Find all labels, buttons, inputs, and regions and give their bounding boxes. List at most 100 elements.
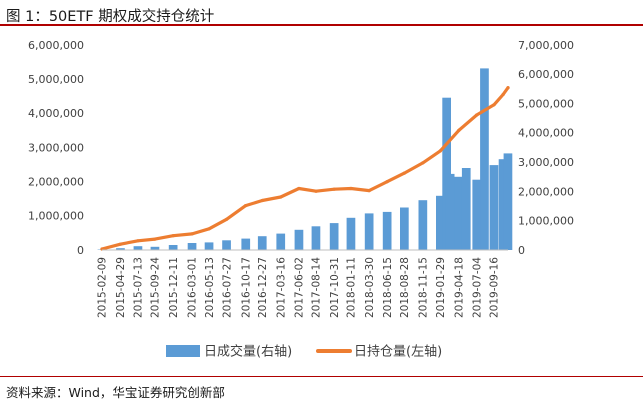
x-tick-label: 2018-11-15 [418, 257, 430, 318]
open-interest-point [367, 189, 371, 193]
x-tick-label: 2018-06-15 [382, 257, 394, 318]
figure-title: 图 1：50ETF 期权成交持仓统计 [6, 9, 215, 25]
y-left-tick-label: 0 [77, 244, 84, 257]
volume-bar [187, 243, 197, 250]
volume-bar [150, 246, 160, 250]
source-rule [0, 376, 643, 377]
x-tick-label: 2016-10-17 [240, 257, 252, 318]
volume-bar [133, 246, 143, 250]
volume-bar [489, 165, 499, 250]
x-tick-label: 2018-08-28 [399, 257, 411, 318]
volume-bar [418, 200, 428, 250]
volume-bar [400, 207, 409, 250]
y-right-tick-label: 0 [518, 244, 525, 257]
volume-bar [168, 245, 178, 250]
volume-bar [257, 236, 267, 250]
open-interest-point [475, 113, 479, 117]
volume-bar [204, 242, 214, 250]
x-tick-label: 2015-12-11 [168, 257, 180, 318]
y-right-tick-label: 3,000,000 [518, 156, 574, 169]
volume-bar [503, 153, 513, 250]
y-left-tick-label: 1,000,000 [28, 210, 84, 223]
open-interest-point [501, 92, 505, 97]
volume-bar [346, 217, 356, 250]
chart-axes: 2015-02-09 2015-04-29 2015-07-13 2015-09-24… [28, 39, 574, 318]
y-left-tick-label: 5,000,000 [28, 73, 84, 86]
open-interest-point [385, 180, 389, 184]
x-tick-label: 2016-12-27 [257, 257, 269, 318]
open-interest-point [332, 187, 336, 191]
y-right-tick-label: 2,000,000 [518, 185, 574, 198]
x-tick-label: 2015-04-29 [115, 257, 127, 318]
x-tick-label: 2017-03-16 [275, 257, 287, 318]
y-right-tick-label: 6,000,000 [518, 68, 574, 81]
volume-bar [276, 233, 286, 250]
open-interest-point [457, 128, 461, 132]
title-rule [0, 24, 643, 26]
y-left-tick-label: 3,000,000 [28, 141, 84, 154]
open-interest-point [190, 232, 194, 236]
volume-bars [97, 68, 513, 251]
y-right-tick-label: 5,000,000 [518, 97, 574, 110]
y-right-tick-label: 4,000,000 [518, 127, 574, 140]
y-left-tick-label: 2,000,000 [28, 176, 84, 189]
volume-bar [454, 176, 464, 250]
x-tick-label: 2015-02-09 [97, 257, 109, 318]
open-interest-point [136, 239, 140, 243]
x-tick-label: 2017-06-02 [294, 257, 306, 318]
open-interest-point [118, 242, 122, 246]
volume-bar [436, 195, 445, 250]
open-interest-point [492, 103, 496, 107]
y-left-tick-label: 6,000,000 [28, 39, 84, 52]
volume-bar [311, 226, 321, 250]
volume-bar [329, 223, 339, 250]
open-interest-point [260, 198, 264, 203]
volume-bar [442, 97, 451, 250]
chart-legend: 日成交量(右轴) 日持仓量(左轴) [166, 344, 442, 360]
open-interest-point [207, 227, 211, 231]
volume-bar [498, 159, 508, 250]
x-tick-label: 2018-03-30 [364, 257, 376, 318]
x-tick-label: 2016-05-13 [204, 257, 216, 318]
volume-bar [222, 240, 231, 250]
open-interest-point [506, 86, 510, 90]
volume-bar [364, 213, 374, 250]
volume-bar [472, 179, 482, 250]
y-right-tick-label: 1,000,000 [518, 215, 574, 228]
volume-bar [241, 238, 251, 250]
y-right-tick-label: 7,000,000 [518, 39, 574, 52]
volume-bar [382, 211, 392, 250]
y-left-tick-label: 4,000,000 [28, 107, 84, 120]
open-interest-point [421, 161, 425, 165]
x-tick-label: 2017-10-31 [329, 257, 341, 318]
open-interest-point [153, 237, 157, 241]
open-interest-point [349, 186, 353, 191]
volume-bar [445, 173, 455, 250]
open-interest-point [171, 234, 175, 238]
volume-bar [480, 68, 489, 251]
legend-volume-label: 日成交量(右轴) [204, 344, 292, 360]
x-tick-label: 2017-08-14 [311, 257, 323, 318]
open-interest-point [314, 189, 318, 193]
open-interest-point [244, 204, 248, 208]
x-tick-label: 2018-01-11 [346, 257, 358, 318]
volume-bar [294, 229, 304, 250]
x-tick-label: 2019-07-04 [471, 257, 483, 318]
x-tick-label: 2019-09-16 [489, 257, 501, 318]
legend-open-interest-label: 日持仓量(左轴) [354, 345, 442, 360]
source-note: 资料来源：Wind，华宝证券研究创新部 [6, 385, 225, 400]
open-interest-point [225, 217, 229, 221]
x-tick-label: 2015-09-24 [150, 257, 162, 318]
open-interest-point [279, 195, 283, 199]
x-tick-label: 2016-03-01 [187, 257, 199, 318]
legend-volume-swatch [166, 345, 200, 357]
open-interest-point [402, 171, 406, 175]
open-interest-point [438, 149, 442, 153]
x-tick-label: 2019-04-18 [453, 257, 465, 318]
x-tick-label: 2019-01-29 [435, 257, 447, 318]
volume-bar [461, 168, 471, 250]
x-tick-label: 2016-07-27 [221, 257, 233, 318]
open-interest-line-group [100, 86, 510, 251]
volume-bar [116, 248, 125, 250]
